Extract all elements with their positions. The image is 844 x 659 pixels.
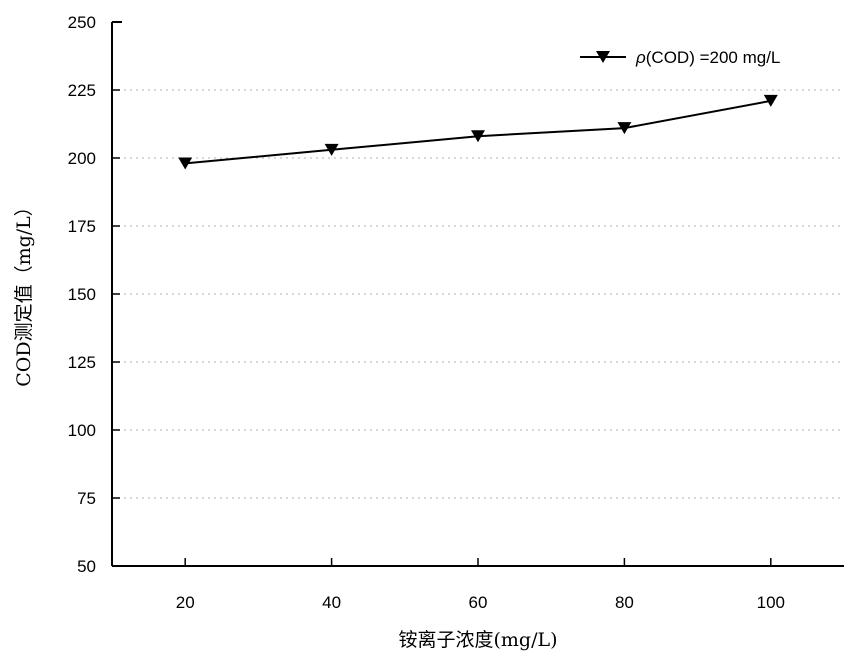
y-tick-label-225: 225 <box>68 81 96 100</box>
x-tick-label-40: 40 <box>322 593 341 612</box>
legend: ρ(COD) =200 mg/L <box>580 48 780 67</box>
data-point-80 <box>617 122 632 135</box>
x-tick-label-80: 80 <box>615 593 634 612</box>
y-tick-label-100: 100 <box>68 421 96 440</box>
x-axis-title: 铵离子浓度(mg/L) <box>398 629 557 651</box>
data-point-40 <box>324 143 339 156</box>
x-tick-label-60: 60 <box>469 593 488 612</box>
x-tick-label-20: 20 <box>176 593 195 612</box>
data-point-100 <box>763 94 778 107</box>
legend-symbol: ρ <box>635 48 646 67</box>
y-tick-label-250: 250 <box>68 13 96 32</box>
y-tick-label-75: 75 <box>77 489 96 508</box>
y-tick-label-125: 125 <box>68 353 96 372</box>
x-tick-label-100: 100 <box>757 593 785 612</box>
legend-label-rest: (COD) =200 mg/L <box>646 48 781 67</box>
data-point-60 <box>471 130 485 143</box>
y-ticks: 50 75 100 125 150 175 200 225 250 <box>68 13 120 576</box>
y-tick-label-50: 50 <box>77 557 96 576</box>
data-point-20 <box>178 157 193 170</box>
legend-marker <box>596 51 610 63</box>
y-tick-label-150: 150 <box>68 285 96 304</box>
series <box>178 94 778 170</box>
y-axis-title: COD测定值（mg/L） <box>13 197 35 387</box>
y-tick-label-200: 200 <box>68 149 96 168</box>
x-ticks: 20 40 60 80 100 <box>176 558 785 612</box>
legend-label: ρ(COD) =200 mg/L <box>635 48 780 67</box>
y-tick-label-175: 175 <box>68 217 96 236</box>
gridlines <box>112 89 844 499</box>
